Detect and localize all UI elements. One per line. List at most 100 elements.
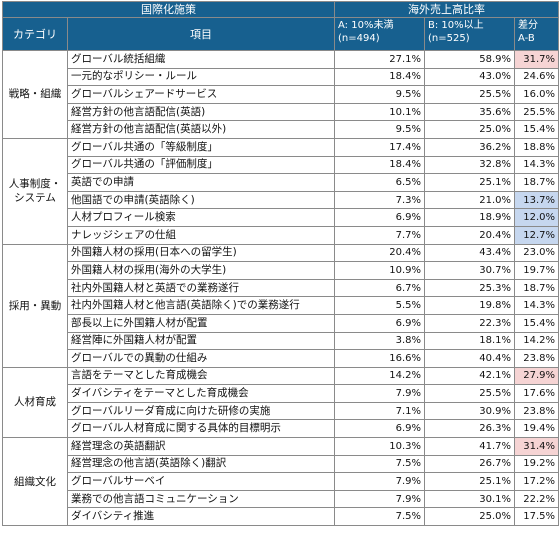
col-a-n: (n=494): [338, 33, 380, 44]
item-cell: 経営方針の他言語配信(英語以外): [67, 120, 335, 139]
value-b-cell: 30.9%: [424, 401, 515, 421]
value-b-cell: 30.7%: [424, 261, 515, 280]
table-row: グローバル人材育成に関する具体的目標明示 6.9% 26.3% 19.4%: [3, 419, 559, 439]
item-cell: 他国語での申請(英語除く): [67, 190, 335, 210]
value-a-cell: 16.6%: [334, 349, 425, 368]
table-row: 経営方針の他言語配信(英語) 10.1% 35.6% 25.5%: [3, 102, 559, 122]
value-a-cell: 17.4%: [334, 137, 425, 157]
diff-cell: 12.0%: [514, 208, 559, 227]
item-cell: グローバル統括組織: [67, 50, 335, 69]
value-b-cell: 42.1%: [424, 366, 515, 386]
item-cell: 経営理念の他言語(英語除く)翻訳: [67, 454, 335, 474]
value-b-cell: 43.0%: [424, 67, 515, 87]
value-a-cell: 6.5%: [334, 173, 425, 192]
col-diff-formula: A-B: [518, 33, 535, 44]
table-row: 経営方針の他言語配信(英語以外) 9.5% 25.0% 15.4%: [3, 120, 559, 139]
col-a-label: A: 10%未満: [338, 20, 394, 31]
diff-cell: 13.7%: [514, 190, 559, 210]
category-column-header: カテゴリ: [2, 17, 68, 51]
table-row: 戦略・組織 グローバル統括組織 27.1% 58.9% 31.7%: [2, 50, 559, 139]
diff-cell: 23.8%: [514, 401, 559, 421]
table-row: 採用・異動 外国籍人材の採用(日本への留学生) 20.4% 43.4% 23.0%: [2, 243, 559, 368]
item-cell: グローバルシェアードサービス: [67, 85, 335, 104]
value-b-cell: 20.4%: [424, 225, 515, 245]
item-cell: 経営理念の英語翻訳: [67, 437, 335, 456]
table-row: 部長以上に外国籍人材が配置 6.9% 22.3% 15.4%: [3, 313, 559, 333]
table-row: 人材プロフィール検索 6.9% 18.9% 12.0%: [3, 208, 559, 227]
value-a-cell: 7.7%: [334, 225, 425, 245]
value-b-cell: 19.8%: [424, 296, 515, 315]
diff-cell: 18.7%: [514, 278, 559, 298]
table-row: グローバルでの異動の仕組み 16.6% 40.4% 23.8%: [3, 349, 559, 368]
table-row: 経営理念の他言語(英語除く)翻訳 7.5% 26.7% 19.2%: [3, 454, 559, 474]
item-cell: ダイバシティをテーマとした育成機会: [67, 384, 335, 403]
table-row: 経営陣に外国籍人材が配置 3.8% 18.1% 14.2%: [3, 331, 559, 351]
col-diff-header: 差分 A-B: [514, 17, 559, 51]
value-a-cell: 20.4%: [334, 243, 425, 263]
item-cell: グローバルサーベイ: [67, 472, 335, 491]
group-title: 国際化施策: [2, 1, 335, 18]
item-cell: 部長以上に外国籍人材が配置: [67, 313, 335, 333]
item-cell: 経営陣に外国籍人材が配置: [67, 331, 335, 351]
table-row: グローバルシェアードサービス 9.5% 25.5% 16.0%: [3, 85, 559, 104]
value-b-cell: 21.0%: [424, 190, 515, 210]
value-b-cell: 41.7%: [424, 437, 515, 456]
measures-table: 国際化施策 海外売上高比率 カテゴリ 項目 A: 10%未満 (n=494) B:…: [2, 1, 559, 527]
value-a-cell: 7.1%: [334, 401, 425, 421]
diff-cell: 25.5%: [514, 102, 559, 122]
item-cell: 英語での申請: [67, 173, 335, 192]
value-a-cell: 10.9%: [334, 261, 425, 280]
value-b-cell: 32.8%: [424, 155, 515, 175]
value-a-cell: 14.2%: [334, 366, 425, 386]
item-cell: 業務での他言語コミュニケーション: [67, 489, 335, 509]
value-a-cell: 6.9%: [334, 419, 425, 439]
value-a-cell: 10.1%: [334, 102, 425, 122]
diff-cell: 14.2%: [514, 331, 559, 351]
table-row: 組織文化 経営理念の英語翻訳 10.3% 41.7% 31.4%: [2, 437, 559, 527]
value-b-cell: 25.5%: [424, 85, 515, 104]
item-cell: グローバル人材育成に関する具体的目標明示: [67, 419, 335, 439]
value-a-cell: 6.7%: [334, 278, 425, 298]
table-row: 一元的なポリシー・ルール 18.4% 43.0% 24.6%: [3, 67, 559, 87]
value-a-cell: 18.4%: [334, 155, 425, 175]
category-cell: 組織文化: [2, 437, 68, 527]
diff-cell: 17.6%: [514, 384, 559, 403]
diff-cell: 31.4%: [514, 437, 559, 456]
diff-cell: 31.7%: [514, 50, 559, 69]
value-b-cell: 25.0%: [424, 507, 515, 527]
value-a-cell: 27.1%: [334, 50, 425, 69]
item-cell: ナレッジシェアの仕組: [67, 225, 335, 245]
col-diff-label: 差分: [518, 20, 538, 31]
diff-cell: 15.4%: [514, 313, 559, 333]
table-row: グローバル共通の「評価制度」 18.4% 32.8% 14.3%: [3, 155, 559, 175]
item-column-header: 項目: [67, 17, 335, 51]
item-cell: 言語をテーマとした育成機会: [67, 366, 335, 386]
diff-cell: 23.8%: [514, 349, 559, 368]
value-b-cell: 30.1%: [424, 489, 515, 509]
diff-cell: 22.2%: [514, 489, 559, 509]
diff-cell: 27.9%: [514, 366, 559, 386]
value-b-cell: 25.5%: [424, 384, 515, 403]
table-body: 戦略・組織 グローバル統括組織 27.1% 58.9% 31.7% 一元的なポリシー・ルー…: [2, 50, 559, 527]
value-a-cell: 7.5%: [334, 454, 425, 474]
diff-cell: 17.2%: [514, 472, 559, 491]
diff-cell: 19.4%: [514, 419, 559, 439]
value-a-cell: 10.3%: [334, 437, 425, 456]
value-a-cell: 5.5%: [334, 296, 425, 315]
table-row: グローバルサーベイ 7.9% 25.1% 17.2%: [3, 472, 559, 491]
table-row: 外国籍人材の採用(海外の大学生) 10.9% 30.7% 19.7%: [3, 261, 559, 280]
value-a-cell: 18.4%: [334, 67, 425, 87]
col-b-n: (n=525): [428, 33, 470, 44]
value-b-cell: 25.0%: [424, 120, 515, 139]
diff-cell: 12.7%: [514, 225, 559, 245]
header-row-top: 国際化施策 海外売上高比率: [2, 1, 559, 18]
table-row: 人材育成 言語をテーマとした育成機会 14.2% 42.1% 27.9%: [2, 366, 559, 439]
value-a-cell: 3.8%: [334, 331, 425, 351]
table-row: 社内外国籍人材と英語での業務遂行 6.7% 25.3% 18.7%: [3, 278, 559, 298]
diff-cell: 19.2%: [514, 454, 559, 474]
item-cell: 一元的なポリシー・ルール: [67, 67, 335, 87]
diff-cell: 18.7%: [514, 173, 559, 192]
value-b-cell: 36.2%: [424, 137, 515, 157]
value-b-cell: 18.1%: [424, 331, 515, 351]
value-b-cell: 40.4%: [424, 349, 515, 368]
